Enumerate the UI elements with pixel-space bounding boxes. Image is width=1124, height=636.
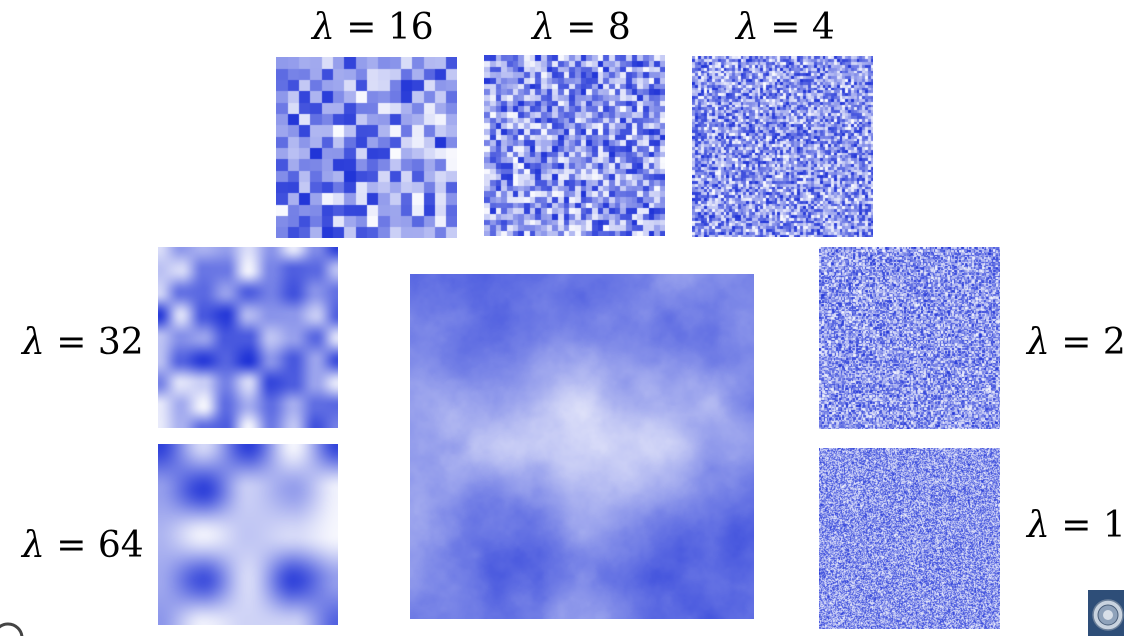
label-lambda-4: λ = 4	[736, 7, 835, 48]
university-seal-icon	[1088, 590, 1124, 636]
label-lambda-64: λ = 64	[22, 525, 144, 566]
noise-tile-lambda-1	[819, 448, 1000, 629]
noise-tile-lambda-4	[692, 56, 873, 237]
label-lambda-32: λ = 32	[22, 322, 144, 363]
label-lambda-1: λ = 1	[1027, 505, 1124, 546]
noise-tile-lambda-8	[484, 55, 665, 236]
circle-icon	[0, 622, 24, 636]
combined-perlin-noise	[410, 274, 754, 619]
label-lambda-16: λ = 16	[312, 7, 434, 48]
label-lambda-8: λ = 8	[532, 7, 631, 48]
noise-tile-lambda-2	[819, 247, 1000, 429]
noise-tile-lambda-16	[276, 57, 457, 238]
noise-tile-lambda-64	[158, 444, 338, 625]
noise-tile-lambda-32	[158, 247, 338, 428]
label-lambda-2: λ = 2	[1027, 322, 1124, 363]
